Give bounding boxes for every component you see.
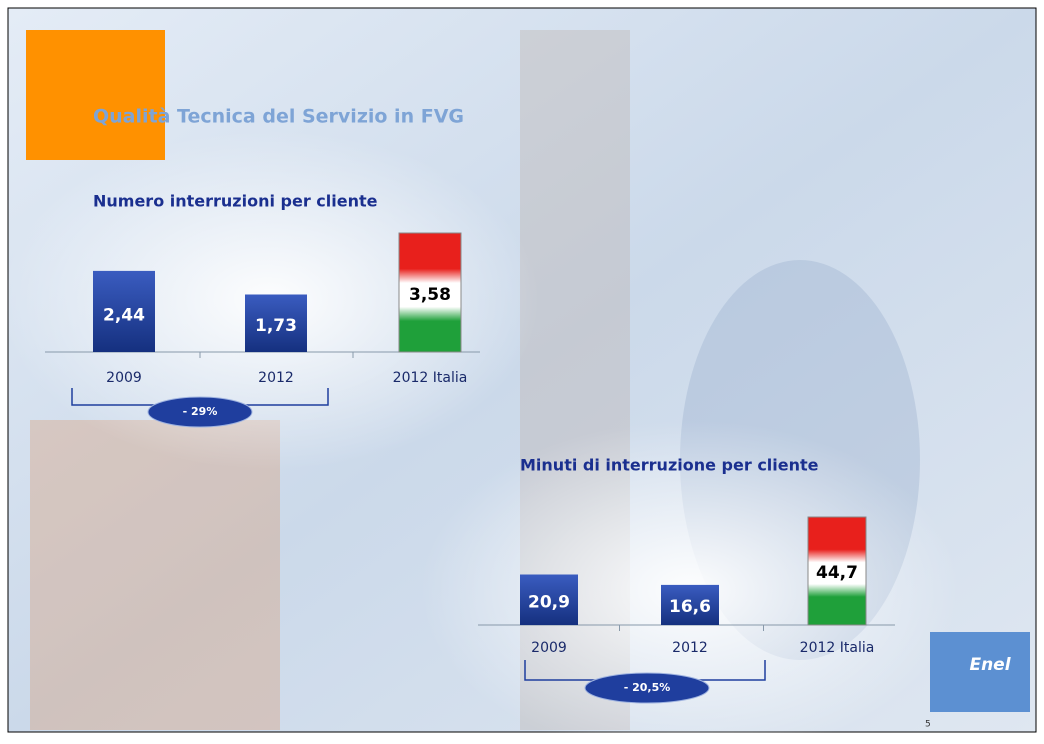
lift [30,420,280,730]
value-label: 20,9 [528,592,570,612]
category-label: 2012 Italia [800,640,875,656]
category-label: 2012 [258,370,294,386]
value-label: 2,44 [103,306,145,326]
slide-title: Qualità Tecnica del Servizio in FVG [93,106,464,128]
annotation: - 29% [183,405,218,418]
bar [661,584,719,625]
page-number: 5 [925,720,931,730]
category-label: 2012 Italia [393,370,468,386]
orange-square [26,30,165,160]
bar [398,232,462,353]
logo-text: Enel [969,655,1011,675]
value-label: 1,73 [255,316,297,336]
value-label: 3,58 [409,285,451,305]
annotation-badge [147,396,253,428]
bar [245,294,307,352]
category-label: 2009 [531,640,567,656]
category-label: 2012 [672,640,708,656]
category-label: 2009 [106,370,142,386]
annotation-badge [584,672,710,704]
annotation: - 20,5% [624,681,671,694]
value-label: 16,6 [669,597,711,617]
chart-subtitle: Numero interruzioni per cliente [93,192,378,211]
value-label: 44,7 [816,563,858,583]
logo [930,632,1030,712]
bar [807,516,867,626]
glow [420,420,960,744]
chart-subtitle: Minuti di interruzione per cliente [520,456,819,475]
bar [93,270,155,352]
bar [520,574,578,625]
